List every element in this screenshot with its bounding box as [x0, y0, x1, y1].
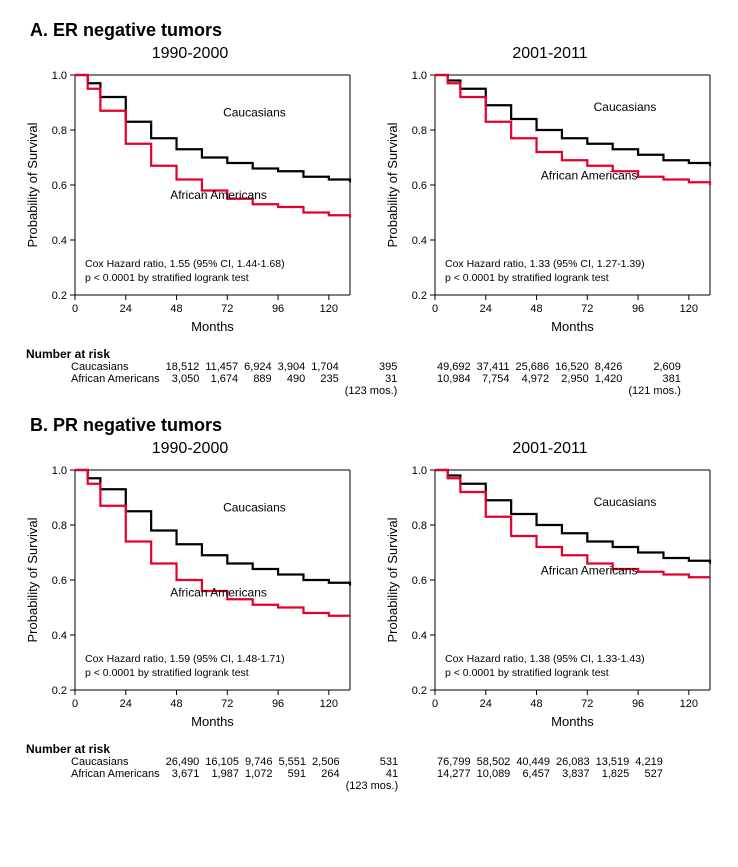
- svg-text:24: 24: [480, 698, 492, 710]
- panel-b-left-subtitle: 1990-2000: [20, 440, 360, 458]
- section-a-row: 1990-2000 0.2 0.4 0.6 0.8 1.0 0 24 48 72 96 120 Pro…: [20, 45, 718, 345]
- svg-text:0.4: 0.4: [412, 630, 427, 642]
- svg-text:120: 120: [680, 303, 698, 315]
- svg-text:African Americans: African Americans: [170, 586, 267, 600]
- section-a: A. ER negative tumors 1990-2000 0.20.40.…: [20, 20, 718, 397]
- svg-text:Months: Months: [551, 319, 594, 334]
- risk-b: Number at risk Caucasians26,49016,1059,7…: [26, 742, 718, 792]
- panel-b-left: 1990-2000 0.2 0.4 0.6 0.8 1.0 0 24 48 72 96 120 Pro…: [20, 440, 360, 740]
- svg-text:0.2: 0.2: [52, 685, 67, 697]
- svg-text:72: 72: [221, 303, 233, 315]
- svg-text:Probability of Survival: Probability of Survival: [25, 517, 40, 642]
- svg-text:120: 120: [680, 698, 698, 710]
- chart-b-right: 0.2 0.4 0.6 0.8 1.0 0 24 48 72 96 120 Probability o…: [380, 460, 720, 740]
- svg-text:0.4: 0.4: [412, 235, 427, 247]
- svg-text:0.6: 0.6: [412, 180, 427, 192]
- svg-text:72: 72: [221, 698, 233, 710]
- svg-text:1.0: 1.0: [52, 70, 67, 82]
- svg-text:Cox Hazard ratio, 1.33 (95% CI: Cox Hazard ratio, 1.33 (95% CI, 1.27-1.3…: [445, 258, 645, 270]
- panel-b-right-subtitle: 2001-2011: [380, 440, 720, 458]
- svg-text:0.6: 0.6: [412, 575, 427, 587]
- chart-a-left: 0.2 0.4 0.6 0.8 1.0 0 24 48 72 96 120 Probability o…: [20, 65, 360, 345]
- svg-text:African Americans: African Americans: [541, 564, 638, 578]
- svg-text:Cox Hazard ratio, 1.59 (95% CI: Cox Hazard ratio, 1.59 (95% CI, 1.48-1.7…: [85, 653, 285, 665]
- svg-text:96: 96: [272, 303, 284, 315]
- risk-a: Number at risk Caucasians18,51211,4576,9…: [26, 347, 718, 397]
- panel-b-right: 2001-2011 0.2 0.4 0.6 0.8 1.0 0 24 48 72 96 120 Pro…: [380, 440, 720, 740]
- svg-text:Months: Months: [191, 319, 234, 334]
- panel-a-right-subtitle: 2001-2011: [380, 45, 720, 63]
- svg-text:0: 0: [432, 303, 438, 315]
- svg-text:0.8: 0.8: [412, 520, 427, 532]
- svg-text:Probability of Survival: Probability of Survival: [385, 517, 400, 642]
- svg-text:Caucasians: Caucasians: [594, 100, 657, 114]
- svg-text:Probability of Survival: Probability of Survival: [385, 122, 400, 247]
- section-b-title: B. PR negative tumors: [30, 415, 718, 436]
- panel-a-left-subtitle: 1990-2000: [20, 45, 360, 63]
- svg-text:p < 0.0001 by stratified logra: p < 0.0001 by stratified logrank test: [445, 272, 609, 284]
- svg-text:0: 0: [72, 303, 78, 315]
- svg-text:0.2: 0.2: [412, 290, 427, 302]
- svg-text:96: 96: [632, 303, 644, 315]
- svg-text:0.8: 0.8: [52, 520, 67, 532]
- risk-a-header: Number at risk: [26, 347, 110, 361]
- svg-text:Caucasians: Caucasians: [594, 495, 657, 509]
- svg-text:0.8: 0.8: [412, 125, 427, 137]
- svg-text:24: 24: [120, 698, 132, 710]
- svg-text:96: 96: [632, 698, 644, 710]
- svg-text:48: 48: [170, 698, 182, 710]
- svg-text:Caucasians: Caucasians: [223, 105, 286, 119]
- svg-text:24: 24: [480, 303, 492, 315]
- svg-text:24: 24: [120, 303, 132, 315]
- svg-text:1.0: 1.0: [412, 70, 427, 82]
- svg-text:72: 72: [581, 303, 593, 315]
- svg-text:0.4: 0.4: [52, 630, 67, 642]
- svg-text:Probability of Survival: Probability of Survival: [25, 122, 40, 247]
- section-b: B. PR negative tumors 1990-2000 0.20.40.…: [20, 415, 718, 792]
- svg-text:0.8: 0.8: [52, 125, 67, 137]
- section-a-title: A. ER negative tumors: [30, 20, 718, 41]
- svg-text:0: 0: [432, 698, 438, 710]
- section-b-row: 1990-2000 0.2 0.4 0.6 0.8 1.0 0 24 48 72 96 120 Pro…: [20, 440, 718, 740]
- risk-a-tables: Caucasians18,51211,4576,9243,9041,704395…: [26, 361, 718, 397]
- svg-text:African Americans: African Americans: [170, 188, 267, 202]
- svg-text:African Americans: African Americans: [541, 169, 638, 183]
- svg-text:Cox Hazard ratio, 1.38 (95% CI: Cox Hazard ratio, 1.38 (95% CI, 1.33-1.4…: [445, 653, 645, 665]
- svg-text:72: 72: [581, 698, 593, 710]
- svg-text:48: 48: [530, 698, 542, 710]
- svg-text:0.6: 0.6: [52, 180, 67, 192]
- svg-text:0.4: 0.4: [52, 235, 67, 247]
- svg-text:0: 0: [72, 698, 78, 710]
- svg-text:p < 0.0001 by stratified logra: p < 0.0001 by stratified logrank test: [85, 667, 249, 679]
- svg-text:p < 0.0001 by stratified logra: p < 0.0001 by stratified logrank test: [445, 667, 609, 679]
- panel-a-right: 2001-2011 0.2 0.4 0.6 0.8 1.0 0 24 48 72 96 120 Pro…: [380, 45, 720, 345]
- risk-b-header: Number at risk: [26, 742, 110, 756]
- chart-b-left: 0.2 0.4 0.6 0.8 1.0 0 24 48 72 96 120 Probability o…: [20, 460, 360, 740]
- svg-text:1.0: 1.0: [412, 465, 427, 477]
- svg-text:120: 120: [320, 303, 338, 315]
- svg-text:0.2: 0.2: [52, 290, 67, 302]
- svg-text:Cox Hazard ratio, 1.55 (95% CI: Cox Hazard ratio, 1.55 (95% CI, 1.44-1.6…: [85, 258, 285, 270]
- svg-text:0.2: 0.2: [412, 685, 427, 697]
- panel-a-left: 1990-2000 0.2 0.4 0.6 0.8 1.0 0 24 48 72 96 120 Pro…: [20, 45, 360, 345]
- svg-text:p < 0.0001 by stratified logra: p < 0.0001 by stratified logrank test: [85, 272, 249, 284]
- svg-text:1.0: 1.0: [52, 465, 67, 477]
- chart-a-right: 0.2 0.4 0.6 0.8 1.0 0 24 48 72 96 120 Probability o…: [380, 65, 720, 345]
- svg-text:Months: Months: [191, 714, 234, 729]
- svg-text:Caucasians: Caucasians: [223, 500, 286, 514]
- risk-b-tables: Caucasians26,49016,1059,7465,5512,506531…: [26, 756, 718, 792]
- svg-text:48: 48: [170, 303, 182, 315]
- svg-text:96: 96: [272, 698, 284, 710]
- svg-text:Months: Months: [551, 714, 594, 729]
- svg-text:0.6: 0.6: [52, 575, 67, 587]
- svg-text:120: 120: [320, 698, 338, 710]
- svg-text:48: 48: [530, 303, 542, 315]
